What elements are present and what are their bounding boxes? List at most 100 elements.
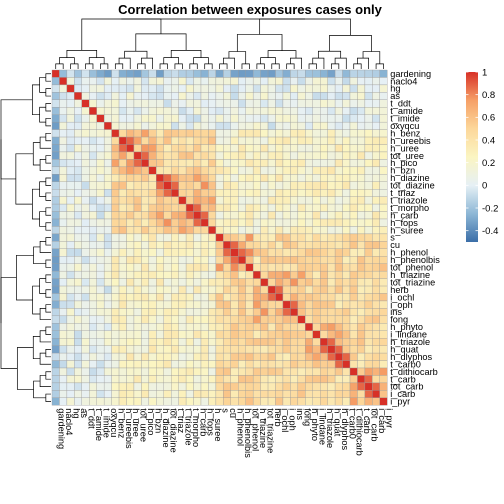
heatmap-cell: [364, 69, 373, 78]
heatmap-cell: [66, 352, 75, 361]
heatmap-cell: [364, 92, 373, 100]
heatmap-cell: [372, 92, 380, 100]
heatmap-cell: [245, 92, 254, 100]
heatmap-cell: [320, 382, 328, 391]
heatmap-cell: [111, 121, 120, 130]
heatmap-cell: [74, 241, 82, 249]
heatmap-cell: [141, 375, 150, 384]
heatmap-cell: [312, 375, 321, 384]
heatmap-cell: [364, 248, 373, 257]
heatmap-cell: [185, 218, 194, 227]
row-label: tot_triazine: [390, 277, 435, 287]
heatmap-cell: [327, 382, 336, 391]
heatmap-cell: [379, 166, 388, 175]
heatmap-cell: [141, 144, 150, 153]
heatmap-cell: [148, 360, 157, 369]
row-dendrogram-branch: [39, 181, 46, 197]
heatmap-cell: [163, 211, 172, 220]
heatmap-cell: [342, 203, 351, 212]
heatmap-cell: [238, 367, 246, 376]
heatmap-cell: [267, 92, 276, 100]
heatmap-cell: [74, 323, 82, 331]
row-label: h_phenol: [390, 248, 428, 258]
heatmap-cell: [81, 107, 90, 115]
heatmap-cell: [74, 92, 82, 100]
heatmap-cell: [185, 241, 194, 249]
heatmap-cell: [230, 248, 239, 257]
heatmap-cell: [89, 226, 97, 235]
heatmap-cell: [126, 375, 135, 384]
heatmap-cell: [185, 256, 194, 264]
heatmap-cells: [51, 69, 388, 406]
column-label: t_imide: [101, 408, 111, 438]
column-label: t_morpho: [191, 408, 201, 447]
heatmap-cell: [252, 390, 261, 398]
heatmap-cell: [379, 270, 388, 279]
heatmap-cell: [334, 360, 343, 369]
heatmap-cell: [357, 151, 366, 160]
column-label: h_phenol: [236, 408, 246, 446]
column-label: fong: [303, 408, 313, 426]
heatmap-cell: [156, 92, 164, 100]
heatmap-cell: [215, 203, 224, 212]
row-label: i_ochl: [390, 292, 414, 302]
heatmap-cell: [312, 166, 321, 175]
row-dendrogram-branch: [15, 153, 34, 205]
heatmap-cell: [349, 375, 358, 384]
heatmap-cell: [208, 248, 217, 257]
heatmap-cell: [334, 330, 343, 339]
heatmap-cell: [290, 241, 299, 249]
heatmap-cell: [245, 77, 254, 86]
heatmap-cell: [200, 196, 209, 205]
heatmap-cell: [245, 367, 254, 376]
heatmap-cell: [200, 241, 209, 249]
heatmap-cell: [141, 352, 150, 361]
heatmap-cell: [230, 375, 239, 384]
heatmap-cell: [103, 308, 112, 317]
heatmap-cell: [275, 315, 284, 324]
heatmap-cell: [96, 241, 105, 249]
heatmap-cell: [96, 397, 105, 406]
heatmap-cell: [275, 323, 284, 331]
heatmap-cell: [81, 390, 90, 398]
heatmap-cell: [238, 330, 246, 339]
heatmap-cell: [334, 300, 343, 309]
heatmap-cell: [185, 211, 194, 220]
heatmap-cell: [320, 375, 328, 384]
heatmap-cell: [364, 278, 373, 287]
heatmap-cell: [252, 203, 261, 212]
heatmap-cell: [118, 256, 127, 264]
heatmap-cell: [312, 144, 321, 153]
heatmap-cell: [51, 92, 60, 100]
heatmap-cell: [379, 315, 388, 324]
heatmap-cell: [126, 270, 135, 279]
heatmap-cell: [89, 159, 97, 168]
heatmap-cell: [215, 84, 224, 93]
heatmap-cell: [223, 248, 231, 257]
heatmap-cell: [208, 136, 217, 145]
heatmap-cell: [66, 189, 75, 197]
heatmap-cell: [267, 285, 276, 294]
heatmap-cell: [245, 159, 254, 168]
heatmap-cell: [297, 256, 306, 264]
heatmap-cell: [89, 300, 97, 309]
heatmap-cell: [133, 263, 142, 272]
heatmap-cell: [267, 114, 276, 123]
heatmap-cell: [111, 84, 120, 93]
heatmap-cell: [379, 360, 388, 369]
heatmap-cell: [379, 92, 388, 100]
heatmap-cell: [111, 308, 120, 317]
heatmap-cell: [312, 99, 321, 108]
heatmap-cell: [118, 166, 127, 175]
heatmap-cell: [223, 203, 231, 212]
heatmap-cell: [342, 233, 351, 242]
heatmap-cell: [59, 367, 68, 376]
heatmap-cell: [312, 77, 321, 86]
heatmap-cell: [260, 92, 269, 100]
heatmap-cell: [320, 308, 328, 317]
heatmap-cell: [223, 360, 231, 369]
heatmap-cell: [342, 360, 351, 369]
heatmap-cell: [357, 315, 366, 324]
heatmap-cell: [297, 338, 306, 346]
heatmap-cell: [200, 323, 209, 331]
